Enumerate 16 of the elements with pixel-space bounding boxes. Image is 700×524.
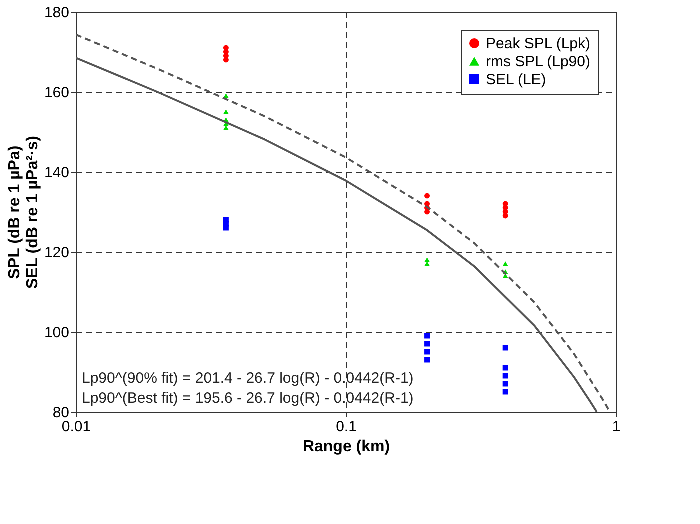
annotation: Lp90^(Best fit) = 195.6 - 26.7 log(R) - 0.0442(R-1)	[82, 390, 414, 407]
y-tick-label: 100	[44, 324, 70, 342]
x-tick-label: 1	[612, 418, 621, 436]
y-tick-label: 80	[52, 404, 70, 422]
legend-label: rms SPL (Lp90)	[486, 54, 590, 70]
y-axis-title: SPL (dB re 1 µPa) SEL (dB re 1 µPa²·s)	[6, 136, 42, 289]
legend-label: SEL (LE)	[486, 72, 546, 88]
y-tick-label: 140	[44, 164, 70, 182]
y-tick-label: 120	[44, 244, 70, 262]
x-tick-label: 0.01	[62, 418, 92, 436]
annotation: Lp90^(90% fit) = 201.4 - 26.7 log(R) - 0.0442(R-1)	[82, 370, 414, 387]
legend-label: Peak SPL (Lpk)	[486, 36, 590, 52]
x-tick-label: 0.1	[336, 418, 357, 436]
y-tick-label: 160	[44, 84, 70, 102]
x-axis-title: Range (km)	[302, 438, 390, 456]
y-tick-label: 180	[44, 4, 70, 22]
